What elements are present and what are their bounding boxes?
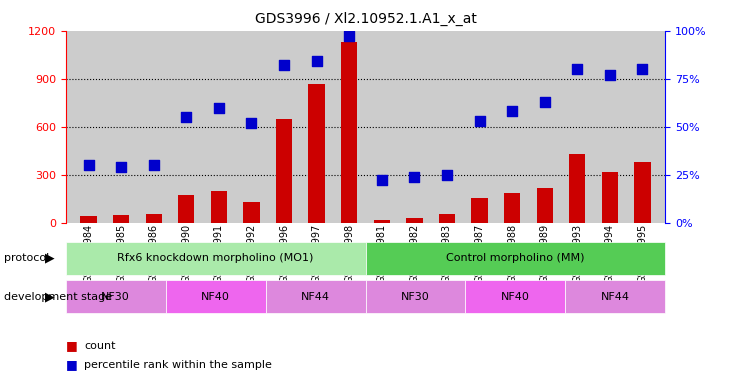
Text: NF44: NF44 [601, 291, 630, 302]
Bar [66, 280, 166, 313]
Bar [366, 280, 466, 313]
Bar [366, 242, 665, 275]
Point [572, 66, 583, 72]
Point [604, 72, 616, 78]
Bar [635, 162, 651, 223]
Bar [66, 242, 366, 275]
Point [246, 120, 257, 126]
Text: ■: ■ [66, 358, 77, 371]
Bar [265, 280, 366, 313]
Bar [178, 195, 194, 223]
Point [409, 174, 420, 180]
Bar [565, 280, 665, 313]
Bar [471, 198, 488, 223]
Point [474, 118, 485, 124]
Point [213, 104, 224, 111]
Point [311, 58, 322, 65]
Point [539, 99, 550, 105]
Point [376, 177, 387, 184]
Point [344, 33, 355, 40]
Point [441, 172, 452, 178]
Bar [145, 214, 162, 223]
Bar [166, 280, 265, 313]
Text: NF44: NF44 [301, 291, 330, 302]
Bar [308, 84, 325, 223]
Text: Control morpholino (MM): Control morpholino (MM) [446, 253, 585, 263]
Bar [80, 216, 96, 223]
Text: NF40: NF40 [201, 291, 230, 302]
Bar [537, 187, 553, 223]
Text: ▶: ▶ [45, 252, 55, 265]
Text: count: count [84, 341, 115, 351]
Point [507, 108, 518, 114]
Bar [439, 214, 455, 223]
Bar [374, 220, 390, 223]
Text: Rfx6 knockdown morpholino (MO1): Rfx6 knockdown morpholino (MO1) [118, 253, 314, 263]
Text: ▶: ▶ [45, 290, 55, 303]
Bar [602, 172, 618, 223]
Text: percentile rank within the sample: percentile rank within the sample [84, 360, 272, 370]
Bar [276, 119, 292, 223]
Text: development stage: development stage [4, 291, 112, 302]
Bar [466, 280, 565, 313]
Point [637, 66, 648, 72]
Point [279, 62, 290, 68]
Text: NF30: NF30 [102, 291, 130, 302]
Bar [243, 202, 260, 223]
Text: GDS3996 / Xl2.10952.1.A1_x_at: GDS3996 / Xl2.10952.1.A1_x_at [254, 12, 477, 26]
Text: ■: ■ [66, 339, 77, 352]
Text: NF30: NF30 [401, 291, 430, 302]
Bar [113, 215, 129, 223]
Bar [406, 218, 423, 223]
Point [83, 162, 94, 168]
Bar [341, 42, 357, 223]
Point [181, 114, 192, 120]
Text: NF40: NF40 [501, 291, 530, 302]
Bar [211, 191, 227, 223]
Text: protocol: protocol [4, 253, 49, 263]
Point [148, 162, 159, 168]
Bar [569, 154, 586, 223]
Bar [504, 193, 520, 223]
Point [115, 164, 127, 170]
